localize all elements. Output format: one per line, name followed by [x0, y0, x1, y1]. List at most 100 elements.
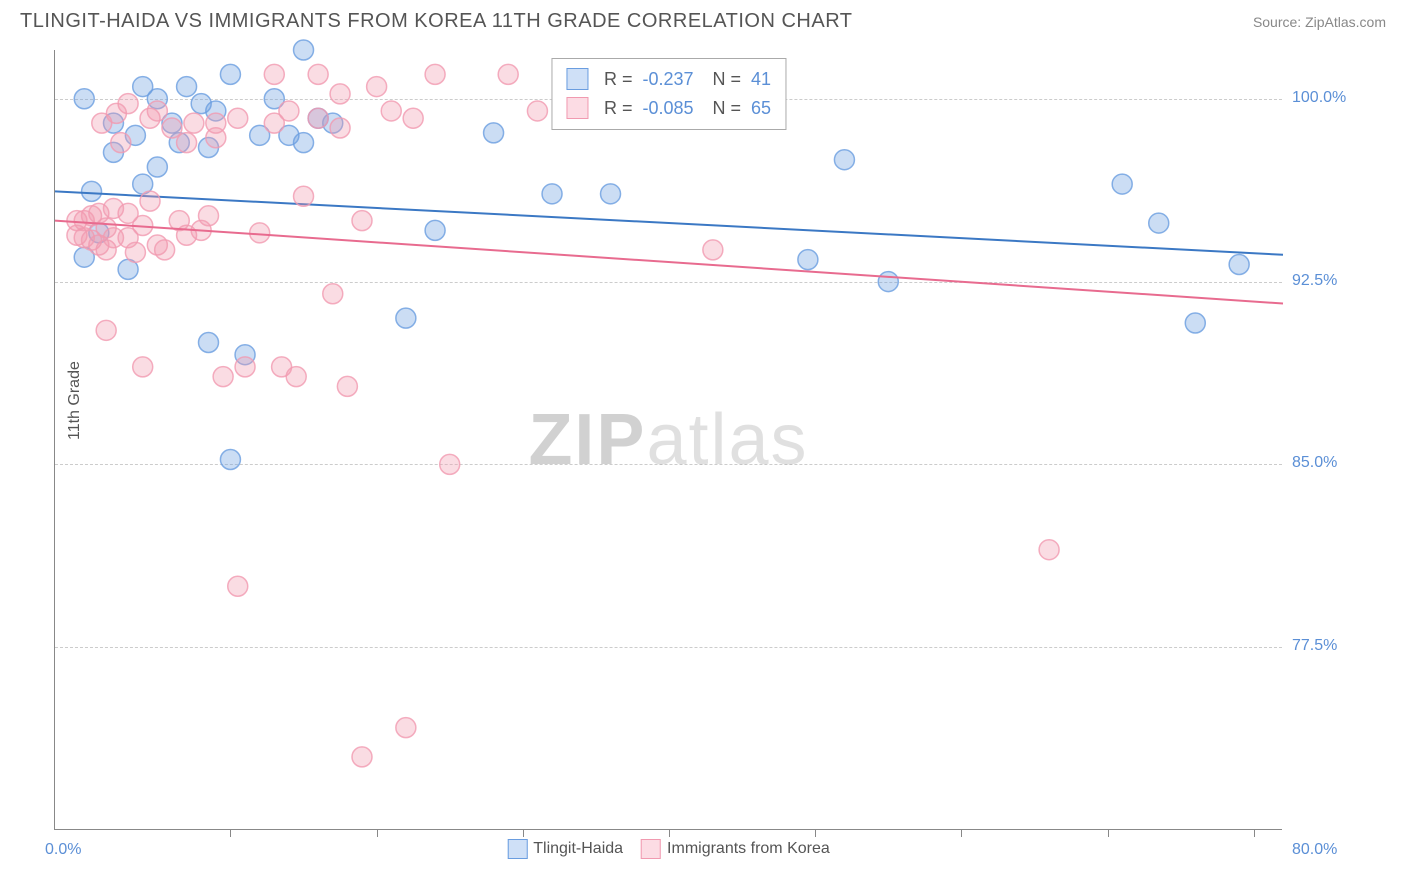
x-tick	[230, 829, 231, 837]
stat-n-value: 41	[751, 65, 771, 94]
scatter-point-pink	[1039, 540, 1059, 560]
scatter-point-blue	[220, 450, 240, 470]
scatter-point-pink	[118, 94, 138, 114]
scatter-point-blue	[1112, 174, 1132, 194]
scatter-point-pink	[498, 64, 518, 84]
scatter-point-blue	[294, 40, 314, 60]
scatter-point-blue	[396, 308, 416, 328]
x-tick	[377, 829, 378, 837]
scatter-point-pink	[125, 242, 145, 262]
legend-label: Tlingit-Haida	[533, 840, 623, 857]
y-tick-label: 100.0%	[1292, 89, 1372, 107]
scatter-point-blue	[1149, 213, 1169, 233]
scatter-point-pink	[308, 64, 328, 84]
scatter-point-blue	[147, 157, 167, 177]
scatter-point-blue	[74, 89, 94, 109]
scatter-point-pink	[111, 133, 131, 153]
scatter-point-blue	[199, 333, 219, 353]
scatter-point-pink	[308, 108, 328, 128]
stat-legend-row: R = -0.237 N = 41	[566, 65, 771, 94]
legend-label: Immigrants from Korea	[667, 840, 830, 857]
scatter-point-blue	[878, 272, 898, 292]
legend-swatch	[566, 68, 588, 90]
bottom-legend-item: Immigrants from Korea	[641, 839, 830, 859]
x-tick	[815, 829, 816, 837]
scatter-point-pink	[279, 101, 299, 121]
stat-n-label: N =	[712, 94, 741, 123]
y-tick-label: 92.5%	[1292, 272, 1372, 290]
scatter-point-pink	[403, 108, 423, 128]
scatter-point-blue	[425, 220, 445, 240]
scatter-point-pink	[228, 108, 248, 128]
scatter-point-pink	[294, 186, 314, 206]
legend-swatch	[507, 839, 527, 859]
scatter-point-blue	[82, 181, 102, 201]
scatter-point-pink	[250, 223, 270, 243]
scatter-point-blue	[601, 184, 621, 204]
legend-swatch	[566, 97, 588, 119]
scatter-point-pink	[228, 576, 248, 596]
scatter-point-blue	[798, 250, 818, 270]
scatter-point-blue	[484, 123, 504, 143]
x-tick	[669, 829, 670, 837]
scatter-point-pink	[155, 240, 175, 260]
stat-legend-row: R = -0.085 N = 65	[566, 94, 771, 123]
scatter-point-blue	[542, 184, 562, 204]
scatter-point-blue	[220, 64, 240, 84]
scatter-point-pink	[184, 113, 204, 133]
regression-line-blue	[55, 191, 1283, 254]
legend-swatch	[641, 839, 661, 859]
source-attribution: Source: ZipAtlas.com	[1253, 14, 1386, 30]
y-tick-label: 77.5%	[1292, 637, 1372, 655]
scatter-point-blue	[177, 77, 197, 97]
bottom-legend: Tlingit-Haida Immigrants from Korea	[507, 839, 830, 859]
scatter-point-pink	[367, 77, 387, 97]
scatter-point-pink	[213, 367, 233, 387]
scatter-point-pink	[264, 64, 284, 84]
stat-r-value: -0.237	[642, 65, 702, 94]
scatter-point-pink	[206, 128, 226, 148]
x-tick	[1108, 829, 1109, 837]
scatter-chart-svg	[55, 50, 1283, 830]
x-axis-max-label: 80.0%	[1292, 841, 1372, 859]
stat-n-value: 65	[751, 94, 771, 123]
regression-line-pink	[55, 221, 1283, 304]
scatter-point-blue	[1229, 255, 1249, 275]
scatter-point-pink	[140, 191, 160, 211]
x-tick	[523, 829, 524, 837]
x-tick	[961, 829, 962, 837]
scatter-point-blue	[834, 150, 854, 170]
scatter-point-pink	[440, 454, 460, 474]
stat-r-label: R =	[604, 65, 633, 94]
plot-area: 11th Grade 77.5%85.0%92.5%100.0% ZIPatla…	[54, 50, 1282, 830]
scatter-point-pink	[177, 133, 197, 153]
bottom-legend-item: Tlingit-Haida	[507, 839, 623, 859]
scatter-point-pink	[425, 64, 445, 84]
stat-n-label: N =	[712, 65, 741, 94]
scatter-point-pink	[162, 118, 182, 138]
chart-title: TLINGIT-HAIDA VS IMMIGRANTS FROM KOREA 1…	[20, 10, 853, 33]
scatter-point-blue	[1185, 313, 1205, 333]
stats-legend: R = -0.237 N = 41 R = -0.085 N = 65	[551, 58, 786, 130]
scatter-point-pink	[527, 101, 547, 121]
scatter-point-pink	[133, 357, 153, 377]
scatter-point-pink	[381, 101, 401, 121]
scatter-point-pink	[396, 718, 416, 738]
y-tick-label: 85.0%	[1292, 454, 1372, 472]
scatter-point-pink	[330, 84, 350, 104]
scatter-point-pink	[199, 206, 219, 226]
scatter-point-pink	[147, 101, 167, 121]
scatter-point-blue	[294, 133, 314, 153]
scatter-point-pink	[323, 284, 343, 304]
x-axis-min-label: 0.0%	[45, 841, 81, 859]
scatter-point-pink	[96, 320, 116, 340]
scatter-point-pink	[330, 118, 350, 138]
x-tick	[1254, 829, 1255, 837]
scatter-point-pink	[337, 376, 357, 396]
stat-r-value: -0.085	[642, 94, 702, 123]
stat-r-label: R =	[604, 94, 633, 123]
scatter-point-pink	[352, 211, 372, 231]
scatter-point-pink	[286, 367, 306, 387]
scatter-point-pink	[235, 357, 255, 377]
scatter-point-pink	[352, 747, 372, 767]
